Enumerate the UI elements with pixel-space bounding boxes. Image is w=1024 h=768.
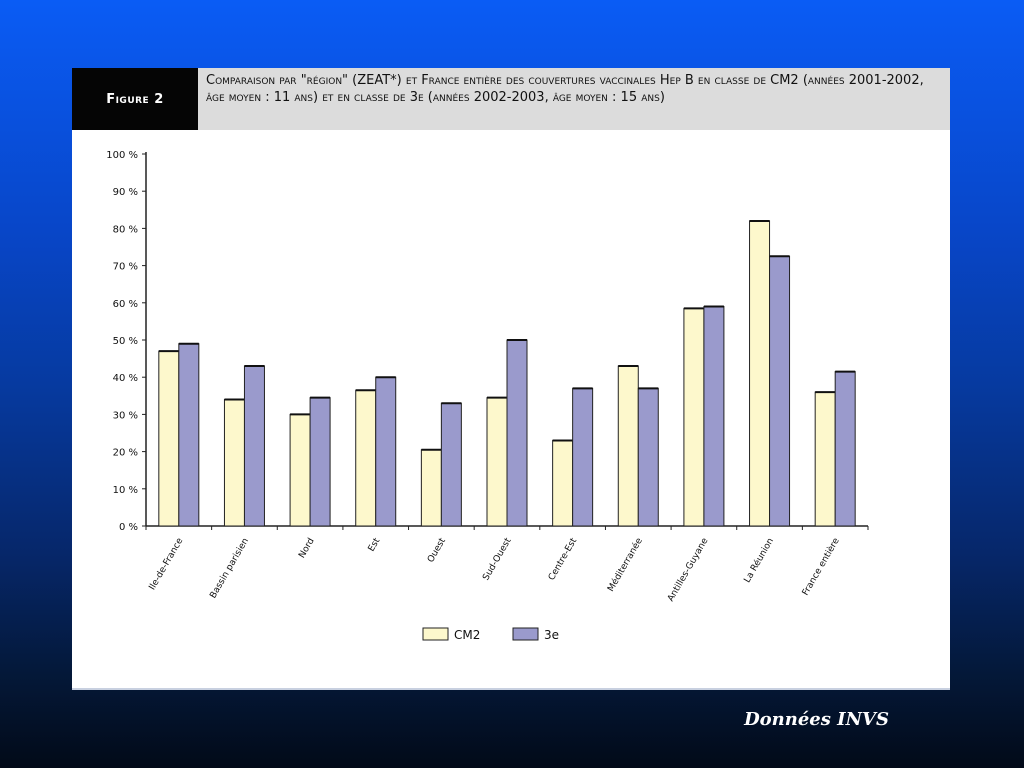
bar-cm2: [552, 439, 574, 527]
panel-divider: [72, 688, 950, 690]
bar-3e: [243, 365, 265, 527]
source-caption: Données INVS: [744, 709, 889, 730]
x-tick-label: La Réunion: [742, 536, 776, 585]
bar-cm2: [814, 391, 836, 527]
y-tick-label: 20 %: [113, 448, 138, 459]
x-tick-label: Sud-Ouest: [481, 536, 513, 582]
x-tick-label: France entière: [800, 536, 842, 598]
legend-label-cm2: CM2: [454, 628, 480, 642]
bar-3e: [637, 387, 659, 527]
legend-label-3e: 3e: [544, 628, 559, 642]
x-tick-label: Ouest: [426, 536, 448, 564]
bar-3e: [769, 255, 791, 527]
bar-cm2: [617, 365, 639, 527]
bar-cm2: [486, 397, 508, 527]
figure-panel: Figure 2 Comparaison par "région" (ZEAT*…: [72, 68, 950, 690]
bar-cm2: [420, 449, 442, 527]
x-tick-label: Centre-Est: [547, 536, 580, 582]
y-tick-label: 60 %: [113, 299, 138, 310]
bar-cm2: [223, 399, 245, 527]
figure-label: Figure 2: [72, 68, 198, 130]
y-tick-label: 30 %: [113, 410, 138, 421]
x-tick-label: Antilles-Guyane: [666, 536, 711, 603]
x-tick-label: Méditerranée: [605, 536, 645, 594]
legend-swatch-cm2: [422, 627, 449, 641]
y-tick-label: 50 %: [113, 336, 138, 347]
x-tick-label: Bassin parisien: [208, 537, 251, 601]
bar-3e: [375, 376, 397, 527]
figure-title: Comparaison par "région" (ZEAT*) et Fran…: [198, 68, 950, 130]
bar-3e: [703, 306, 725, 527]
bar-3e: [506, 339, 528, 527]
bar-3e: [572, 387, 594, 527]
bar-cm2: [749, 220, 771, 527]
bar-3e: [440, 402, 462, 527]
x-tick-label: Ile-de-France: [148, 536, 186, 592]
bar-cm2: [683, 307, 705, 527]
bar-cm2: [355, 389, 377, 527]
legend-swatch-3e: [512, 627, 539, 641]
y-tick-label: 100 %: [106, 150, 138, 161]
y-tick-label: 10 %: [113, 485, 138, 496]
y-tick-label: 70 %: [113, 262, 138, 273]
bar-3e: [834, 371, 856, 527]
y-tick-label: 40 %: [113, 373, 138, 384]
bar-3e: [309, 397, 331, 527]
x-tick-label: Nord: [297, 537, 316, 561]
y-tick-label: 90 %: [113, 187, 138, 198]
y-tick-label: 0 %: [119, 522, 138, 533]
bar-cm2: [158, 350, 180, 527]
bar-cm2: [289, 413, 311, 527]
bar-3e: [178, 343, 200, 527]
y-tick-label: 80 %: [113, 224, 138, 235]
x-tick-label: Est: [367, 536, 383, 553]
